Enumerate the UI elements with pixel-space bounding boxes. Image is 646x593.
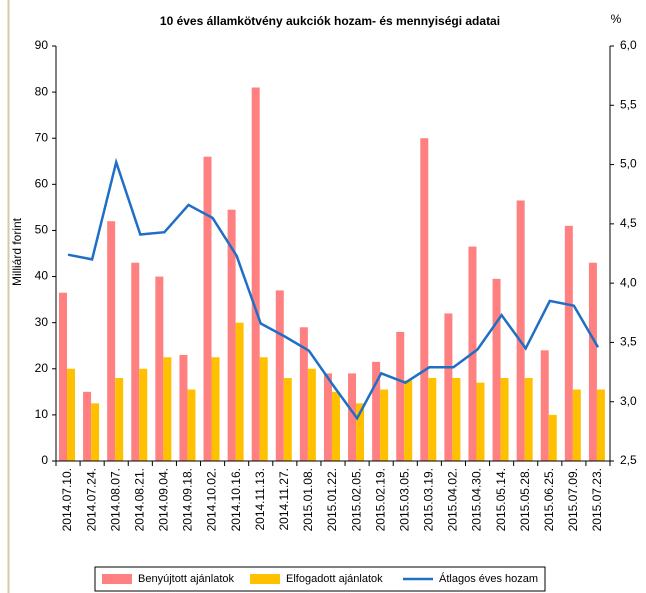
bar [155, 276, 164, 461]
bar [564, 225, 573, 461]
bar [396, 331, 405, 461]
bar [420, 138, 429, 461]
bar [540, 350, 549, 461]
bar [163, 357, 172, 461]
x-tick-label: 2015.02.19. [373, 468, 387, 531]
y2-tick-label: 4,0 [620, 275, 637, 289]
bar [235, 322, 244, 461]
bar [596, 389, 605, 461]
y-tick-label: 30 [35, 315, 49, 329]
y2-tick-label: 5,0 [620, 157, 637, 171]
x-tick-label: 2015.05.14. [494, 468, 508, 531]
x-tick-label: 2014.07.10. [60, 468, 74, 531]
bar [59, 292, 67, 461]
bar [299, 327, 308, 461]
x-tick-label: 2014.11.27. [277, 468, 291, 531]
x-tick-label: 2015.02.05. [349, 468, 363, 531]
y-tick-label: 40 [35, 269, 49, 283]
y-tick-label: 20 [35, 361, 49, 375]
bar [428, 378, 437, 461]
x-tick-label: 2014.10.02. [205, 468, 219, 531]
y2-tick-label: 2,5 [620, 453, 637, 467]
bar [372, 361, 381, 461]
x-tick-label: 2014.10.16. [229, 468, 243, 531]
bar [348, 373, 357, 461]
y-tick-label: 60 [35, 177, 49, 191]
y-tick-label: 10 [35, 407, 49, 421]
bar [476, 382, 485, 461]
y2-tick-label: 3,0 [620, 394, 637, 408]
line-series [67, 157, 600, 421]
y2-tick-label: 3,5 [620, 335, 637, 349]
x-tick-label: 2015.06.25. [542, 468, 556, 531]
x-tick-label: 2015.05.28. [518, 468, 532, 531]
y2-tick-label: 6,0 [620, 38, 637, 52]
bar [307, 368, 316, 461]
bar [179, 354, 188, 461]
y-tick-label: 50 [35, 223, 49, 237]
bar [323, 373, 332, 461]
bar [83, 391, 92, 461]
y2-tick-label: 5,5 [620, 97, 637, 111]
y-tick-label: 90 [35, 38, 49, 52]
legend-label: Átlagos éves hozam [439, 572, 538, 585]
bar [131, 262, 140, 461]
y2-axis-label: % [611, 12, 622, 26]
x-tick-label: 2014.11.13. [253, 468, 267, 531]
y2-tick-label: 4,5 [620, 216, 637, 230]
bar [115, 378, 124, 461]
bar [572, 389, 581, 461]
bar [500, 378, 509, 461]
bar [251, 87, 260, 461]
legend-label: Elfogadott ajánlatok [286, 573, 383, 585]
x-tick-label: 2015.03.19. [422, 468, 436, 531]
bar [275, 290, 284, 461]
bar [380, 389, 389, 461]
legend-box [94, 566, 546, 592]
bar [139, 368, 148, 461]
x-tick-label: 2014.09.04. [157, 468, 171, 531]
bar [203, 156, 212, 461]
legend-swatch [250, 574, 280, 584]
bar [67, 368, 75, 461]
bar [283, 378, 292, 461]
x-tick-label: 2014.08.21. [132, 468, 146, 531]
y-tick-label: 80 [35, 84, 49, 98]
x-tick-label: 2015.03.05. [397, 468, 411, 531]
bar [187, 389, 196, 461]
x-tick-label: 2014.08.07. [108, 468, 122, 531]
x-tick-label: 2015.07.23. [590, 468, 604, 531]
x-tick-label: 2014.09.18. [181, 468, 195, 531]
x-tick-label: 2015.04.02. [446, 468, 460, 531]
bar [211, 357, 220, 461]
y-axis-label: Milliárd forint [10, 217, 24, 286]
bar [548, 414, 557, 461]
bar [444, 313, 453, 461]
bar [91, 403, 100, 461]
bar [524, 378, 533, 461]
bar [516, 200, 525, 461]
chart-title: 10 éves államkötvény aukciók hozam- és m… [160, 14, 500, 28]
bar [259, 357, 268, 461]
bar [107, 221, 116, 461]
bar [227, 209, 236, 461]
bar [404, 380, 413, 461]
bar [331, 391, 340, 461]
legend-label: Benyújtott ajánlatok [138, 573, 235, 585]
bar [588, 262, 597, 461]
bar [452, 378, 461, 461]
bar [492, 278, 501, 461]
x-tick-label: 2015.01.22. [325, 468, 339, 531]
x-tick-label: 2015.04.30. [470, 468, 484, 531]
x-tick-label: 2014.07.24. [84, 468, 98, 531]
x-tick-label: 2015.07.09. [566, 468, 580, 531]
y-tick-label: 70 [35, 130, 49, 144]
legend-swatch [102, 574, 132, 584]
bar [356, 403, 365, 461]
y-tick-label: 0 [41, 453, 48, 467]
x-tick-label: 2015.01.08. [301, 468, 315, 531]
